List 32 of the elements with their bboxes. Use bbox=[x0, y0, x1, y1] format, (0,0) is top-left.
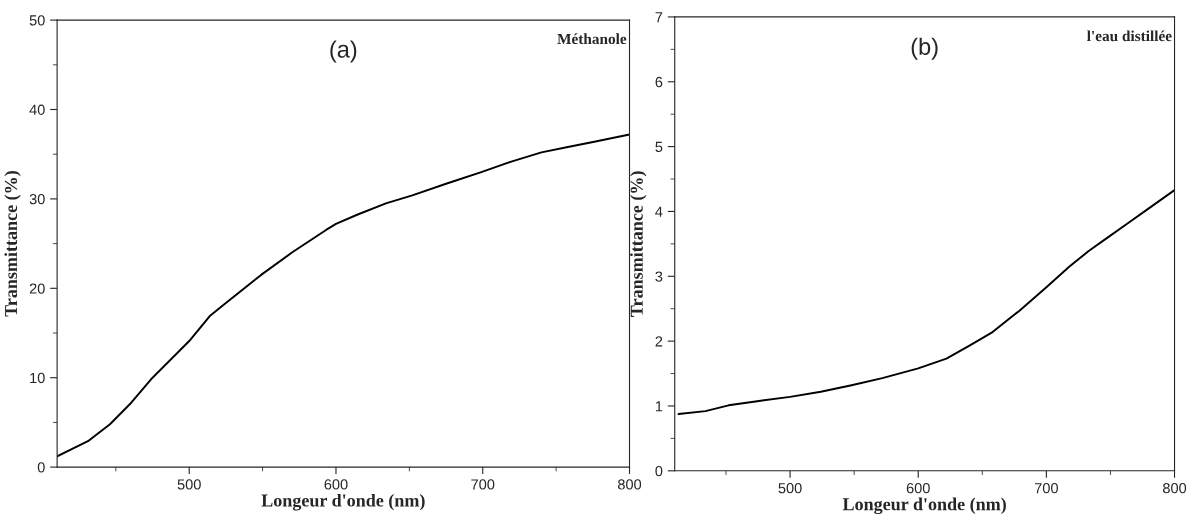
x-axis-title: Longeur d'onde (nm) bbox=[842, 497, 1006, 515]
x-tick-label: 800 bbox=[1163, 483, 1187, 494]
x-tick-label: 700 bbox=[1034, 483, 1058, 494]
y-tick-label: 50 bbox=[29, 15, 45, 26]
y-tick-label: 5 bbox=[655, 141, 663, 153]
y-tick-label: 3 bbox=[655, 271, 663, 282]
y-tick-label: 0 bbox=[37, 462, 45, 473]
line-series bbox=[677, 189, 1175, 416]
y-tick-label: 0 bbox=[655, 465, 663, 477]
line-series bbox=[57, 133, 630, 458]
y-axis-title: Transmittance (%) bbox=[4, 171, 21, 317]
x-tick-label: 600 bbox=[324, 479, 348, 490]
y-tick-label: 7 bbox=[655, 12, 663, 23]
x-tick-label: 500 bbox=[778, 483, 802, 494]
annotation: (b) bbox=[911, 37, 938, 60]
annotation: (a) bbox=[330, 40, 357, 63]
y-tick-label: 6 bbox=[655, 76, 663, 88]
annotation: l'eau distillée bbox=[1087, 30, 1172, 42]
y-tick-label: 4 bbox=[655, 206, 663, 217]
x-axis-title: Longeur d'onde (nm) bbox=[261, 493, 425, 511]
y-tick-label: 2 bbox=[655, 336, 663, 347]
y-tick-label: 1 bbox=[655, 401, 663, 412]
x-tick-label: 600 bbox=[906, 483, 930, 494]
x-tick-label: 700 bbox=[471, 479, 495, 490]
x-tick-label: 500 bbox=[177, 479, 201, 490]
y-tick-label: 40 bbox=[29, 104, 45, 115]
y-tick-label: 20 bbox=[29, 283, 45, 294]
annotation: Méthanole bbox=[557, 33, 627, 45]
x-tick-label: 800 bbox=[617, 479, 642, 490]
y-axis-title: Transmittance (%) bbox=[630, 171, 647, 317]
y-tick-label: 10 bbox=[30, 372, 45, 384]
y-tick-label: 30 bbox=[29, 194, 45, 205]
